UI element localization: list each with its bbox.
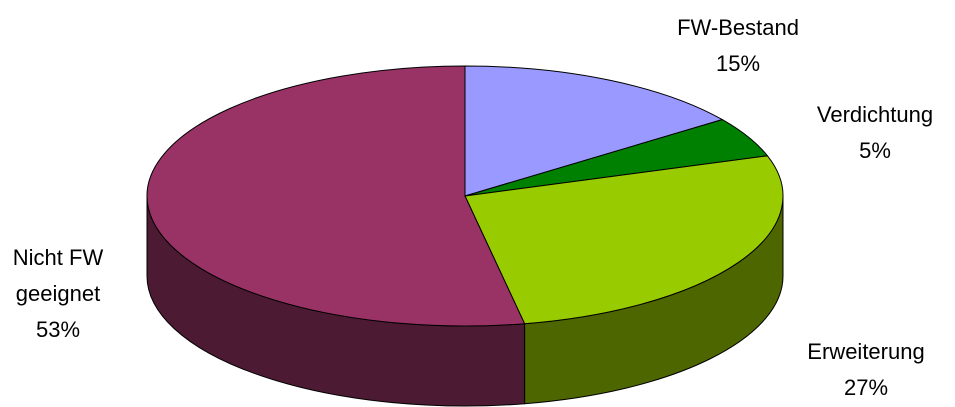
slice: [146, 65, 526, 327]
category-label: Erweiterung: [807, 339, 925, 364]
category-label: FW-Bestand: [677, 15, 799, 40]
slice-label: Erweiterung 27%: [807, 334, 924, 406]
slice-label: Verdichtung 5%: [817, 97, 933, 169]
category-label: Verdichtung: [816, 102, 934, 127]
value-label: 53%: [35, 317, 81, 342]
slice-label: Nicht FW geeignet 53%: [3, 240, 113, 348]
value-label: 5%: [859, 138, 891, 163]
category-label: Nicht FW geeignet: [12, 245, 104, 306]
value-label: 27%: [843, 375, 889, 400]
slice: [464, 155, 784, 325]
slice: [464, 65, 724, 197]
value-label: 15%: [715, 51, 761, 76]
slice-label: FW-Bestand 15%: [677, 10, 799, 82]
